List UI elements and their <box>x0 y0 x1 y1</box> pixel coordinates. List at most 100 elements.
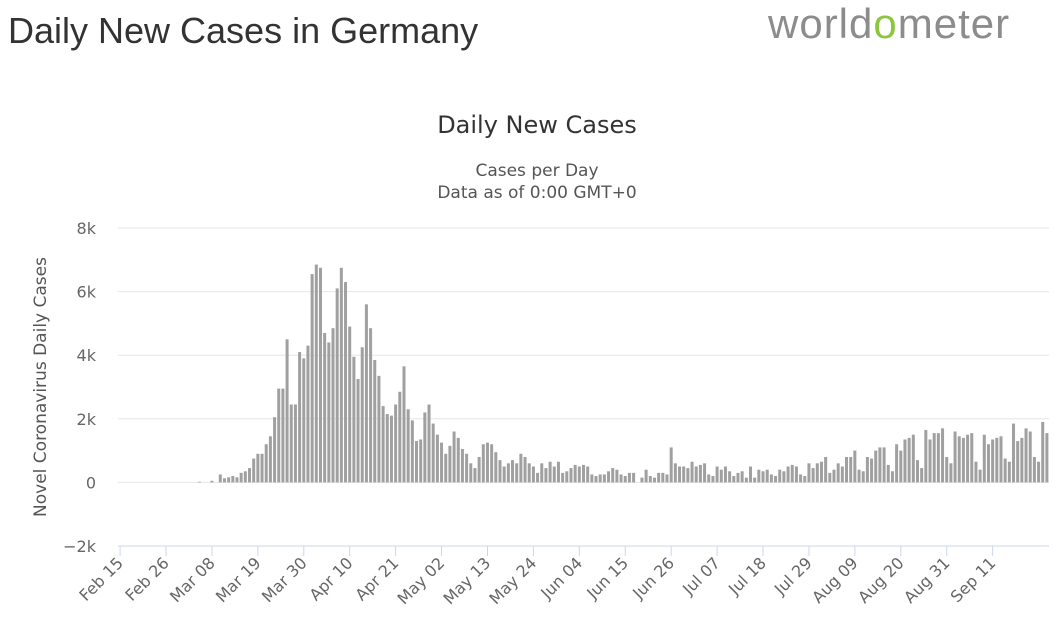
bar[interactable] <box>620 474 623 482</box>
bar[interactable] <box>749 467 752 483</box>
bar[interactable] <box>561 473 564 483</box>
bar[interactable] <box>858 470 861 483</box>
bar[interactable] <box>315 265 318 483</box>
bar[interactable] <box>678 467 681 483</box>
bar[interactable] <box>933 433 936 482</box>
bar[interactable] <box>962 438 965 483</box>
bar[interactable] <box>778 470 781 483</box>
bar[interactable] <box>574 465 577 482</box>
bar[interactable] <box>691 462 694 483</box>
bar[interactable] <box>536 473 539 483</box>
bar[interactable] <box>607 471 610 482</box>
bar[interactable] <box>332 328 335 482</box>
bar[interactable] <box>707 474 710 482</box>
bar[interactable] <box>377 376 380 483</box>
bar[interactable] <box>595 476 598 482</box>
bar[interactable] <box>565 471 568 482</box>
bar[interactable] <box>866 457 869 482</box>
bar[interactable] <box>369 328 372 482</box>
bar[interactable] <box>1025 428 1028 482</box>
bar[interactable] <box>344 282 347 482</box>
bar[interactable] <box>286 339 289 482</box>
bar[interactable] <box>770 474 773 482</box>
bar[interactable] <box>966 435 969 483</box>
bar[interactable] <box>1029 432 1032 483</box>
bar[interactable] <box>219 474 222 482</box>
bar[interactable] <box>695 467 698 483</box>
bar[interactable] <box>645 470 648 483</box>
bar[interactable] <box>828 473 831 483</box>
bar[interactable] <box>762 471 765 482</box>
bar[interactable] <box>795 467 798 483</box>
bar[interactable] <box>766 470 769 483</box>
bar[interactable] <box>544 468 547 482</box>
bar[interactable] <box>457 438 460 483</box>
bar[interactable] <box>423 412 426 482</box>
bar[interactable] <box>791 465 794 482</box>
bar[interactable] <box>661 473 664 483</box>
bar[interactable] <box>945 457 948 482</box>
bar[interactable] <box>290 404 293 482</box>
bar[interactable] <box>837 463 840 482</box>
bar[interactable] <box>887 465 890 482</box>
bar[interactable] <box>461 449 464 482</box>
bar[interactable] <box>357 379 360 482</box>
bar[interactable] <box>870 459 873 483</box>
bar[interactable] <box>862 471 865 482</box>
bar[interactable] <box>753 478 756 483</box>
bar[interactable] <box>503 467 506 483</box>
bar[interactable] <box>699 465 702 482</box>
bar[interactable] <box>269 436 272 482</box>
bar[interactable] <box>524 457 527 482</box>
bar[interactable] <box>1045 433 1048 482</box>
bar[interactable] <box>411 420 414 482</box>
bar[interactable] <box>987 444 990 482</box>
bar[interactable] <box>515 463 518 482</box>
bar[interactable] <box>941 428 944 482</box>
bar[interactable] <box>553 467 556 483</box>
bar[interactable] <box>816 463 819 482</box>
bar[interactable] <box>582 465 585 482</box>
bar[interactable] <box>373 360 376 482</box>
bar[interactable] <box>657 473 660 483</box>
bar[interactable] <box>361 347 364 482</box>
bar[interactable] <box>703 463 706 482</box>
bar[interactable] <box>240 473 243 483</box>
bar[interactable] <box>665 474 668 482</box>
bar[interactable] <box>494 452 497 482</box>
bar[interactable] <box>486 443 489 483</box>
bar[interactable] <box>540 463 543 482</box>
bar[interactable] <box>390 416 393 483</box>
bar[interactable] <box>908 438 911 483</box>
bar[interactable] <box>578 467 581 483</box>
bar[interactable] <box>407 409 410 482</box>
bar[interactable] <box>732 476 735 482</box>
bar[interactable] <box>469 463 472 482</box>
bar[interactable] <box>912 435 915 483</box>
bar[interactable] <box>949 463 952 482</box>
bar[interactable] <box>557 462 560 483</box>
bar[interactable] <box>465 454 468 483</box>
bar[interactable] <box>803 476 806 482</box>
bar[interactable] <box>745 478 748 483</box>
bar[interactable] <box>223 478 226 482</box>
bar[interactable] <box>970 433 973 482</box>
bar[interactable] <box>436 435 439 483</box>
bar[interactable] <box>670 447 673 482</box>
bar[interactable] <box>916 460 919 482</box>
bar[interactable] <box>807 463 810 482</box>
bar[interactable] <box>499 460 502 482</box>
bar[interactable] <box>386 414 389 482</box>
bar[interactable] <box>983 435 986 483</box>
bar[interactable] <box>999 436 1002 482</box>
bar[interactable] <box>937 433 940 482</box>
bar[interactable] <box>824 457 827 482</box>
bar[interactable] <box>991 439 994 482</box>
bar[interactable] <box>302 358 305 482</box>
bar[interactable] <box>920 468 923 482</box>
bar[interactable] <box>736 473 739 483</box>
bar[interactable] <box>845 457 848 482</box>
bar[interactable] <box>382 406 385 482</box>
bar[interactable] <box>954 432 957 483</box>
bar[interactable] <box>306 346 309 483</box>
